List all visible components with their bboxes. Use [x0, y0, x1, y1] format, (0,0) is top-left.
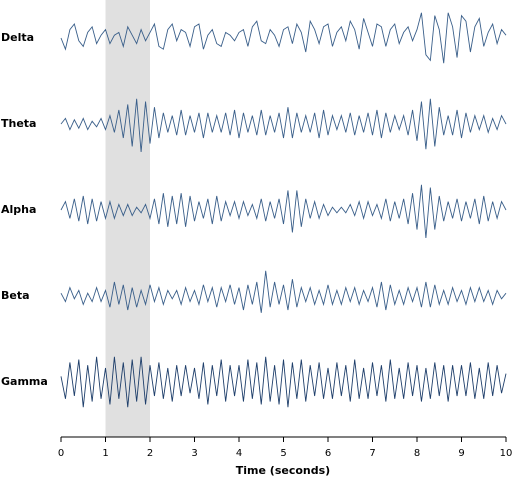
series-label: Delta: [1, 31, 34, 44]
signal-line: [60, 270, 507, 313]
series-label: Beta: [1, 289, 30, 302]
x-tick-label: 7: [369, 448, 375, 459]
x-tick-label: 3: [191, 448, 197, 459]
x-tick-label: 0: [58, 448, 64, 459]
signal-line: [60, 98, 507, 153]
x-tick-label: 4: [236, 448, 242, 459]
x-tick-label: 2: [147, 448, 153, 459]
signal-line: [60, 356, 507, 408]
signal-line: [60, 12, 507, 64]
x-tick-label: 1: [102, 448, 108, 459]
series-label: Theta: [1, 117, 36, 130]
signal-line: [60, 184, 507, 239]
x-tick-label: 5: [280, 448, 286, 459]
series-label: Alpha: [1, 203, 36, 216]
x-tick-label: 9: [458, 448, 464, 459]
series-label: Gamma: [1, 375, 48, 388]
x-tick-label: 10: [500, 448, 512, 459]
x-axis-label: Time (seconds): [236, 464, 330, 477]
x-tick-label: 6: [325, 448, 331, 459]
x-tick-label: 8: [414, 448, 420, 459]
highlight-span: [105, 0, 150, 437]
